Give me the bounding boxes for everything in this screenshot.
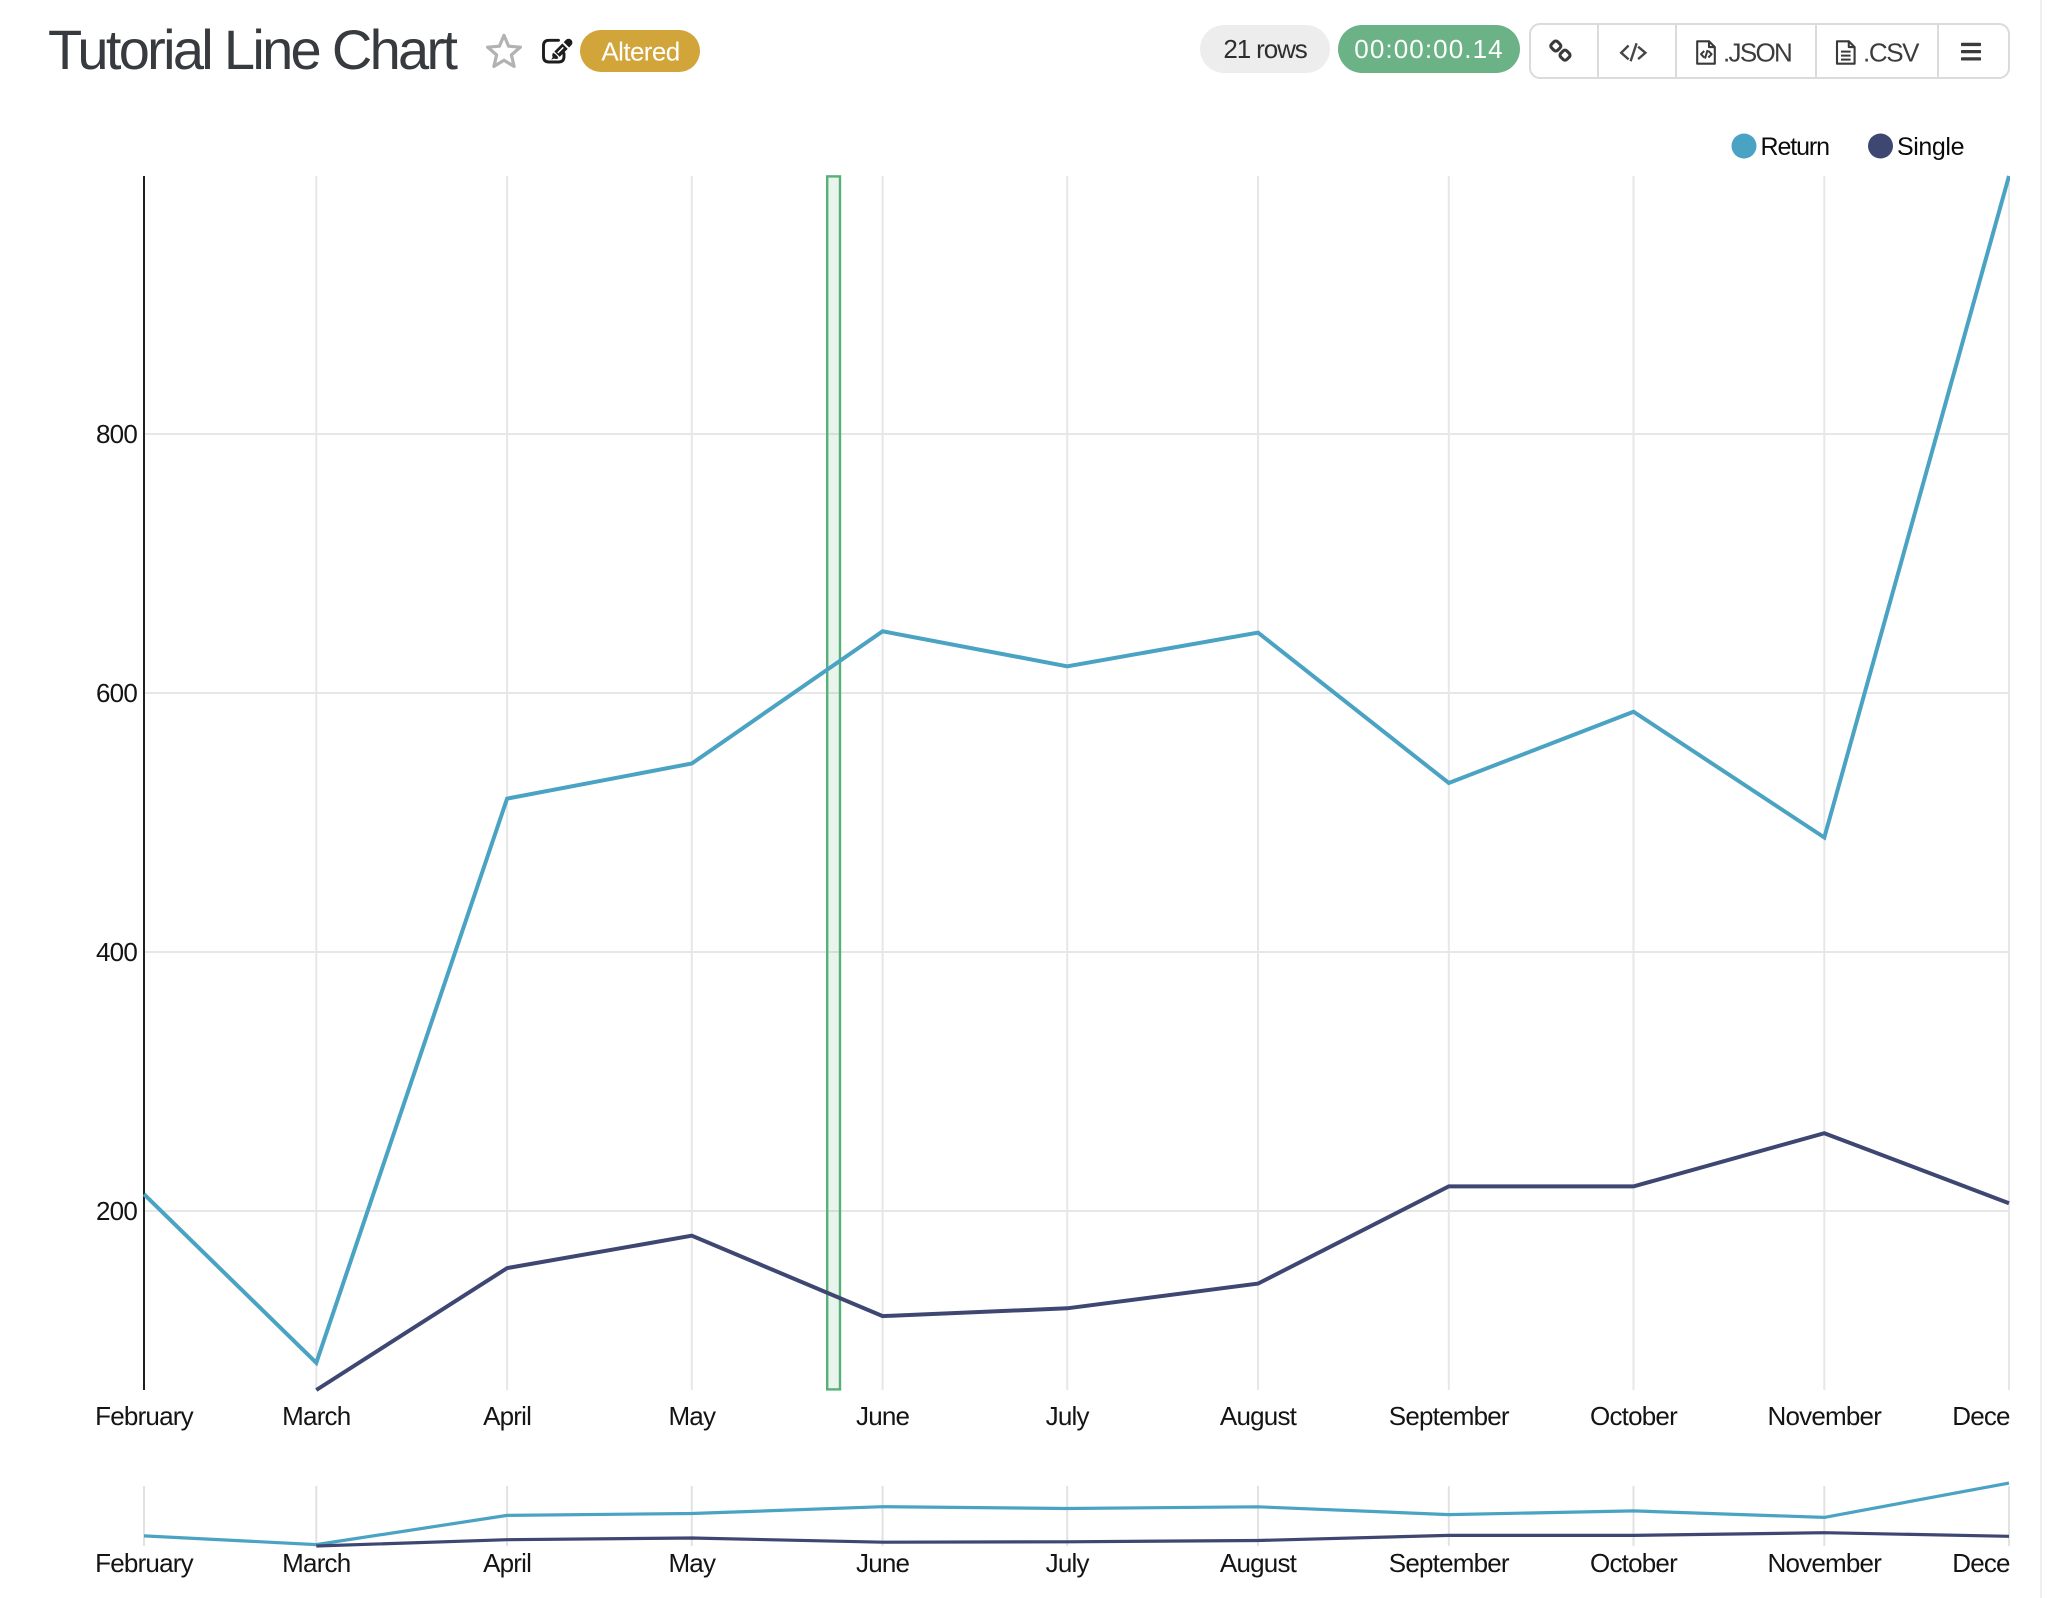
svg-text:July: July <box>1046 1401 1090 1431</box>
svg-text:September: September <box>1389 1548 1510 1578</box>
svg-text:February: February <box>95 1401 193 1431</box>
svg-text:June: June <box>856 1401 910 1431</box>
svg-text:July: July <box>1046 1548 1090 1578</box>
svg-text:April: April <box>483 1548 531 1578</box>
svg-text:21 rows: 21 rows <box>1223 34 1307 64</box>
svg-text:March: March <box>282 1401 350 1431</box>
svg-text:600: 600 <box>96 678 137 708</box>
svg-text:August: August <box>1220 1401 1298 1431</box>
svg-text:September: September <box>1389 1401 1510 1431</box>
svg-text:April: April <box>483 1401 531 1431</box>
svg-text:Tutorial Line Chart: Tutorial Line Chart <box>48 18 458 81</box>
svg-text:400: 400 <box>96 937 137 967</box>
svg-text:00:00:00.14: 00:00:00.14 <box>1354 34 1503 64</box>
svg-text:June: June <box>856 1548 910 1578</box>
svg-text:.JSON: .JSON <box>1723 38 1791 68</box>
svg-text:December: December <box>1952 1401 2050 1431</box>
svg-text:Altered: Altered <box>601 37 679 67</box>
svg-text:October: October <box>1590 1401 1678 1431</box>
svg-text:December: December <box>1952 1548 2050 1578</box>
svg-text:May: May <box>668 1401 716 1431</box>
svg-text:800: 800 <box>96 419 137 449</box>
svg-text:Single: Single <box>1897 133 1964 161</box>
svg-text:November: November <box>1768 1401 1883 1431</box>
svg-text:November: November <box>1768 1548 1883 1578</box>
svg-text:August: August <box>1220 1548 1298 1578</box>
svg-text:February: February <box>95 1548 193 1578</box>
svg-text:200: 200 <box>96 1196 137 1226</box>
svg-text:May: May <box>668 1548 716 1578</box>
svg-text:March: March <box>282 1548 350 1578</box>
svg-text:October: October <box>1590 1548 1678 1578</box>
svg-text:.CSV: .CSV <box>1863 38 1920 68</box>
svg-text:Return: Return <box>1761 133 1830 161</box>
